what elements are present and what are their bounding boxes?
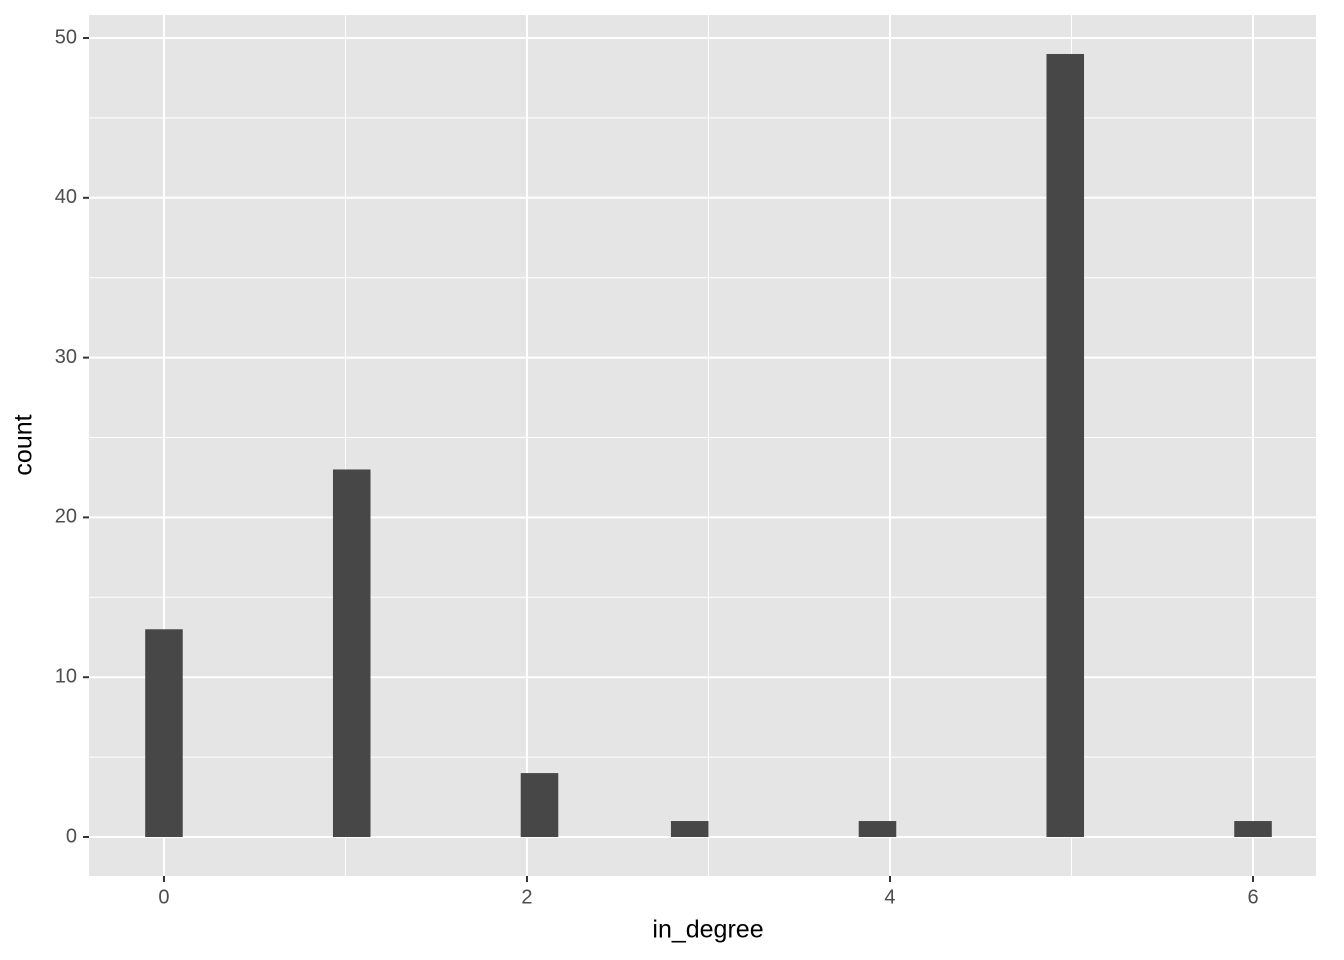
bar: [858, 821, 897, 838]
bar: [145, 629, 183, 838]
bar: [1234, 821, 1272, 838]
x-axis-title: in_degree: [652, 916, 763, 944]
y-tick-label: 30: [55, 346, 77, 368]
x-tick-label: 4: [884, 886, 895, 908]
axes: 0 2 4 6 0 10 20 30 40 50: [55, 26, 1259, 908]
y-tick-label: 50: [55, 26, 77, 48]
bar: [520, 773, 559, 838]
plot-panel: [89, 15, 1316, 876]
y-tick-label: 0: [66, 825, 77, 847]
bar: [670, 821, 709, 838]
bar: [332, 469, 371, 838]
y-tick-label: 20: [55, 506, 77, 528]
y-tick-label: 40: [55, 186, 77, 208]
x-tick-label: 0: [158, 886, 169, 908]
bar: [1046, 53, 1085, 838]
y-axis-title: count: [10, 414, 38, 475]
x-tick-label: 2: [521, 886, 532, 908]
bars: [145, 53, 1272, 838]
y-tick-label: 10: [55, 665, 77, 687]
x-tick-label: 6: [1247, 886, 1258, 908]
